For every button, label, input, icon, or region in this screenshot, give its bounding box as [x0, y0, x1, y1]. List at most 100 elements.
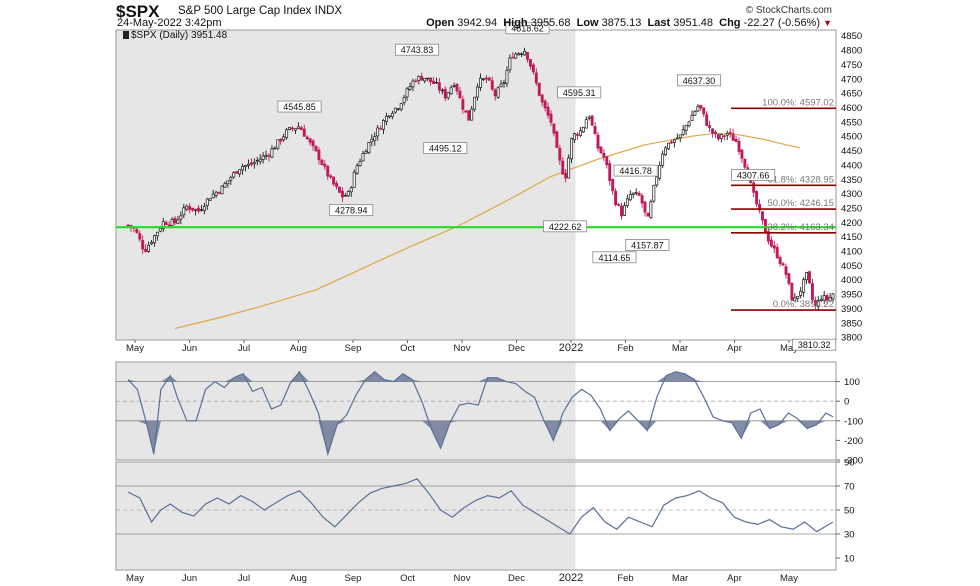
candle-body	[828, 297, 832, 302]
candle-body	[578, 130, 582, 136]
candle-body	[514, 53, 518, 59]
candle-body	[217, 192, 221, 194]
candle-body	[211, 193, 215, 198]
candle-body	[819, 298, 823, 301]
candle-body	[417, 76, 421, 81]
candle-body	[552, 123, 556, 134]
candle-body	[784, 266, 788, 275]
candle-body	[288, 126, 292, 130]
price-y-tick-label: 4800	[841, 46, 862, 57]
price-y-tick-label: 4350	[841, 175, 862, 186]
candle-body	[816, 299, 820, 308]
candle-body	[805, 272, 809, 281]
candle-body	[340, 190, 344, 198]
candle-body	[502, 82, 506, 84]
candle-body	[464, 110, 468, 113]
candle-body	[346, 191, 350, 197]
candle-body	[769, 239, 773, 247]
rsi-x-tick-label: Oct	[400, 573, 415, 584]
price-annotation-label: 4416.78	[619, 166, 652, 176]
rsi-x-tick-label: 2022	[559, 572, 583, 584]
candle-body	[235, 171, 239, 174]
price-annotation-box	[613, 164, 658, 177]
candle-body	[699, 104, 703, 109]
candle-body	[714, 131, 717, 135]
candle-body	[361, 153, 365, 162]
candle-body	[158, 228, 162, 232]
candle-body	[349, 187, 353, 193]
cci-year-shade	[116, 362, 576, 460]
candle-body	[493, 89, 497, 97]
candle-body	[573, 133, 576, 141]
candle-body	[379, 128, 383, 130]
candle-body	[546, 106, 550, 116]
fibonacci-label: 0.0%: 3894.22	[773, 299, 834, 310]
candle-body	[781, 263, 785, 266]
candle-body	[461, 99, 465, 110]
rsi-x-tick-label: Jun	[182, 573, 197, 584]
candle-body	[540, 94, 544, 103]
candle-body	[420, 76, 424, 81]
price-y-tick-label: 4200	[841, 218, 862, 229]
high-label: High	[503, 17, 528, 29]
candle-body	[611, 179, 615, 192]
candle-body	[587, 116, 591, 119]
price-x-tick-label: Feb	[617, 343, 633, 354]
candle-body	[252, 162, 256, 165]
price-annotation-box	[592, 251, 637, 264]
price-annotation-label: 4114.65	[599, 253, 631, 263]
candle-body	[261, 155, 265, 160]
candle-body	[687, 121, 691, 127]
candle-body	[684, 124, 688, 131]
candle-body	[176, 219, 180, 224]
cci-y-tick-label: -300	[844, 456, 863, 467]
price-annotation-box	[423, 142, 468, 155]
price-x-tick-label: 2022	[559, 342, 583, 354]
candle-body	[734, 138, 738, 143]
candle-body	[570, 137, 574, 160]
candle-body	[276, 139, 280, 149]
candle-body	[526, 51, 529, 60]
candle-body	[555, 131, 559, 148]
price-x-tick-label: Oct	[400, 343, 415, 354]
fibonacci-label: 38.2%: 4163.34	[767, 222, 834, 233]
candle-body	[617, 204, 621, 206]
candle-body	[628, 194, 632, 201]
rsi-x-tick-label: Nov	[454, 573, 471, 584]
candle-body	[402, 97, 406, 104]
candle-body	[675, 137, 679, 140]
candle-body	[376, 127, 380, 137]
candle-body	[476, 86, 480, 98]
candle-body	[458, 90, 462, 99]
candle-body	[293, 128, 297, 131]
candle-body	[622, 205, 626, 216]
rsi-x-tick-label: Sep	[345, 573, 362, 584]
candle-body	[390, 112, 394, 117]
ticker-symbol: $SPX	[116, 2, 160, 21]
candle-body	[244, 165, 247, 168]
candle-body	[338, 186, 341, 193]
candle-body	[326, 165, 330, 177]
cci-panel: -300 -200 -100 0 100	[115, 361, 863, 467]
candle-body	[311, 140, 315, 147]
candle-body	[634, 192, 638, 194]
rsi-x-tick-label: Aug	[290, 573, 307, 584]
candle-body	[667, 142, 670, 150]
price-y-tick-label: 3800	[841, 333, 862, 344]
open-value: 3942.94	[457, 17, 498, 29]
candle-body	[205, 198, 209, 206]
candle-body	[449, 87, 453, 95]
rsi-x-tick-label: Apr	[727, 573, 742, 584]
candle-body	[426, 77, 430, 80]
price-y-tick-label: 3950	[841, 290, 862, 301]
candle-body	[590, 115, 594, 126]
candle-body	[708, 125, 712, 128]
candle-body	[664, 147, 668, 156]
candle-body	[599, 146, 603, 154]
index-fullname: S&P 500 Large Cap Index	[178, 5, 312, 17]
candle-body	[352, 171, 356, 188]
price-y-tick-label: 4850	[841, 31, 862, 42]
candle-body	[126, 224, 130, 227]
candle-body	[658, 165, 662, 179]
candle-body	[308, 138, 312, 143]
